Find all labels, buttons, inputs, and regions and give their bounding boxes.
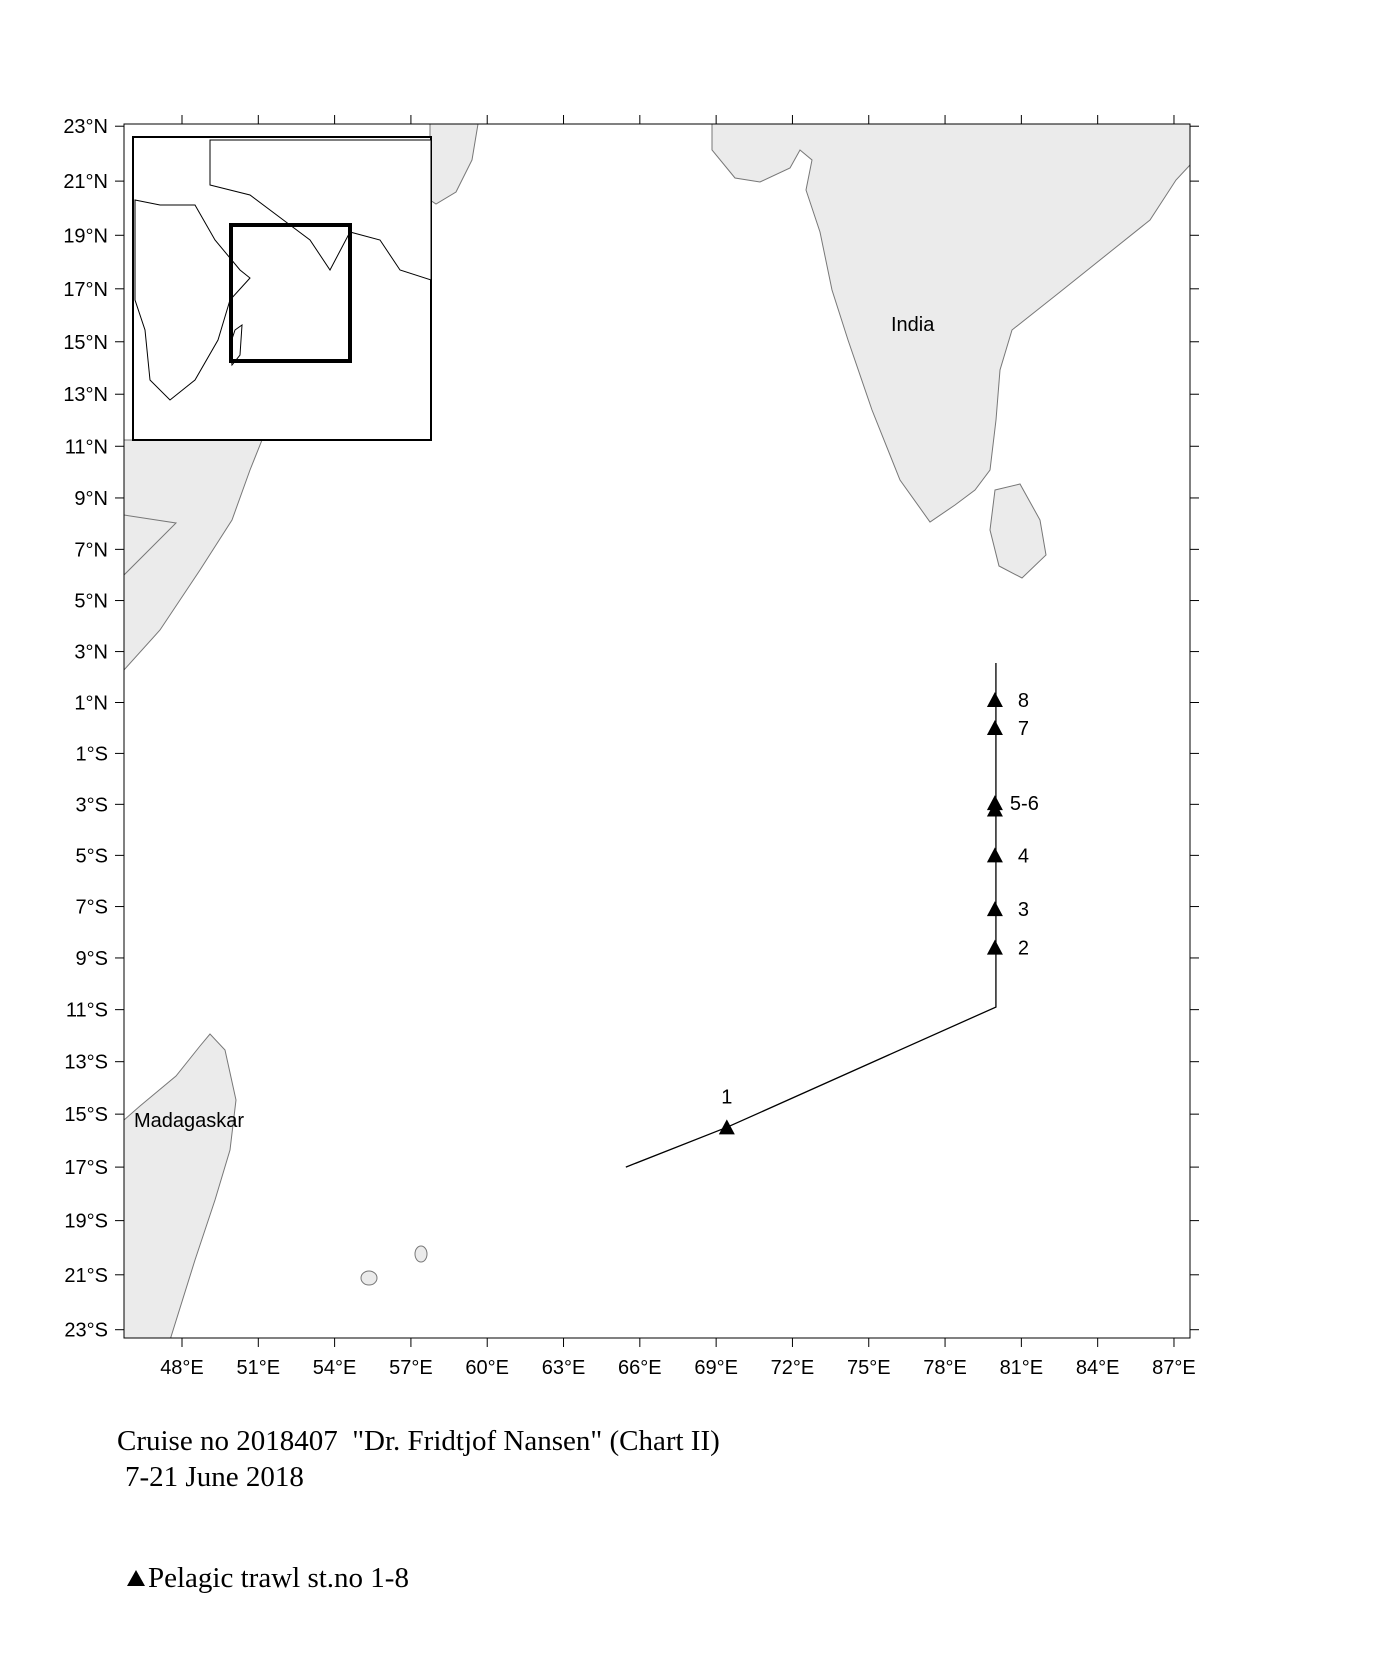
frame [123,123,1191,1339]
place-label: India [891,314,935,336]
land [124,124,1190,1338]
y-tick-label: 5°S [76,845,108,867]
reunion [360,1270,378,1286]
station-label: 5-6 [1010,793,1039,815]
y-tick-label: 9°N [74,488,108,510]
x-tick-label: 81°E [1000,1357,1044,1379]
y-tick-label: 7°S [76,897,108,919]
x-tick-label: 78°E [923,1357,967,1379]
y-tick-label: 11°S [66,1000,108,1022]
y-tick-label: 17°S [64,1157,108,1179]
y-tick-label: 19°S [64,1211,108,1233]
station-label: 4 [1018,845,1029,867]
station-label: 8 [1018,690,1029,712]
x-tick-label: 72°E [771,1357,815,1379]
inset-asia [209,139,432,281]
border [124,514,178,576]
y-tick-label: 9°S [76,948,108,970]
legend-symbol [127,1570,145,1586]
station-label: 3 [1018,899,1029,921]
india [711,124,1190,523]
y-tick-label: 3°N [74,642,108,664]
mauritius [414,1245,428,1263]
y-tick-label: 23°N [63,116,108,138]
station-label: 2 [1018,938,1029,960]
y-tick-label: 21°S [64,1265,108,1287]
x-tick-label: 63°E [542,1357,586,1379]
station-label: 7 [1018,718,1029,740]
station [986,901,1003,917]
x-tick-label: 57°E [389,1357,433,1379]
station-label: 1 [721,1086,732,1108]
sri-lanka [989,483,1047,579]
x-tick-label: 66°E [618,1357,662,1379]
x-tick-label: 87°E [1152,1357,1196,1379]
y-tick-label: 15°S [64,1104,108,1126]
arabia [429,124,479,205]
cruise-track [625,663,997,1168]
africa [124,439,263,671]
y-tick-label: 21°N [63,171,108,193]
x-tick-label: 84°E [1076,1357,1120,1379]
station [986,801,1003,817]
y-tick-label: 1°S [76,743,108,765]
inset [132,136,432,441]
x-tick-label: 75°E [847,1357,891,1379]
y-tick-label: 13°N [63,384,108,406]
x-tick-label: 48°E [160,1357,204,1379]
x-tick-label: 51°E [237,1357,281,1379]
y-tick-label: 3°S [76,794,108,816]
place-label: Madagaskar [134,1110,244,1132]
y-tick-label: 5°N [74,591,108,613]
y-tick-label: 19°N [63,225,108,247]
caption-dates: 7-21 June 2018 [125,1461,304,1493]
station [718,1119,735,1135]
y-tick-label: 15°N [63,332,108,354]
inset-area [229,223,352,363]
legend-label: Pelagic trawl st.no 1-8 [148,1562,409,1594]
y-tick-label: 7°N [74,539,108,561]
y-tick-label: 1°N [74,693,108,715]
y-tick-label: 13°S [64,1052,108,1074]
inset-africa [134,199,251,401]
station [986,847,1003,863]
y-tick-label: 23°S [64,1320,108,1342]
station [986,691,1003,707]
station [986,939,1003,955]
y-tick-label: 11°N [65,436,108,458]
x-tick-label: 69°E [694,1357,738,1379]
madagascar [124,1033,237,1338]
x-tick-label: 60°E [465,1357,509,1379]
y-tick-label: 17°N [63,279,108,301]
caption-title: Cruise no 2018407 "Dr. Fridtjof Nansen" … [117,1425,720,1457]
station [986,719,1003,735]
x-tick-label: 54°E [313,1357,357,1379]
